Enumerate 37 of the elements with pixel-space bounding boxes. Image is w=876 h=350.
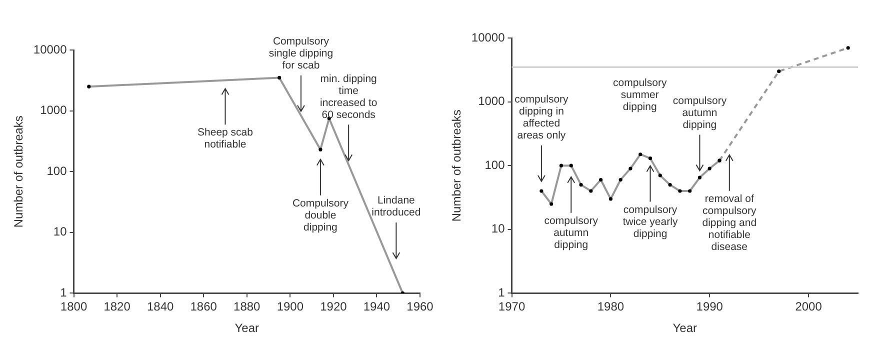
annotation: Lindane introduced (372, 194, 421, 219)
y-tick-label: 1000 (478, 94, 506, 108)
y-tick-label: 1000 (40, 103, 68, 118)
y-tick-label: 10000 (33, 42, 68, 56)
y-tick-label: 1 (60, 286, 68, 300)
x-tick-label: 1860 (190, 300, 218, 314)
y-axis-title: Number of outbreaks (12, 116, 26, 228)
x-tick-label: 1900 (276, 300, 304, 314)
annotation: compulsory autumn dipping (672, 94, 728, 131)
x-axis-title: Year (672, 321, 698, 336)
x-tick-label: 1880 (234, 300, 261, 314)
y-tick-label: 10 (53, 224, 68, 239)
x-tick-label: 1820 (104, 300, 131, 314)
y-tick-label: 10000 (471, 30, 506, 44)
y-axis-title: Number of outbreaks (450, 110, 464, 222)
x-tick-label: 1800 (60, 300, 88, 314)
x-tick-label: 1920 (320, 300, 348, 314)
x-tick-label: 1940 (363, 300, 390, 314)
x-tick-label: 1980 (597, 300, 624, 314)
y-tick-label: 1 (498, 286, 506, 300)
x-tick-label: 2000 (795, 300, 822, 314)
x-axis-title: Year (234, 321, 260, 336)
y-tick-label: 100 (46, 164, 68, 178)
annotation: compulsory autumn dipping (544, 214, 599, 251)
annotation: min. dipping time increased to 60 seconds (320, 72, 378, 121)
annotation: Sheep scab notifiable (198, 126, 254, 151)
x-tick-label: 1840 (146, 300, 174, 314)
annotation: Compulsory double dipping (292, 197, 350, 234)
y-tick-label: 10 (491, 222, 506, 236)
annotation: compulsory summer dipping (613, 77, 668, 114)
annotation: compulsory twice yearly dipping (622, 204, 678, 240)
x-tick-label: 1970 (498, 300, 526, 314)
annotation: compulsory dipping in affected areas only (514, 94, 570, 142)
x-tick-label: 1960 (406, 300, 434, 314)
annotation: removal of compulsory dipping and notifiable disease (702, 193, 757, 254)
y-tick-label: 100 (484, 158, 506, 172)
x-tick-label: 1990 (696, 300, 724, 314)
